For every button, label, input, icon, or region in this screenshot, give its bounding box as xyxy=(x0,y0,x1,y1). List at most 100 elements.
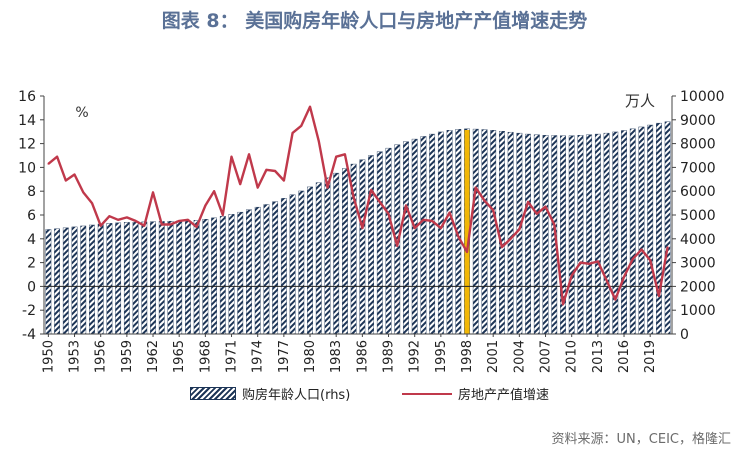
bar xyxy=(158,221,165,335)
growth-point xyxy=(82,191,85,194)
growth-point xyxy=(47,162,50,165)
growth-point xyxy=(239,183,242,185)
bar xyxy=(193,220,200,335)
legend-item-growth: 房地产产值增速 xyxy=(402,384,549,403)
x-tick-label: 1986 xyxy=(355,340,370,373)
bar xyxy=(176,220,183,335)
legend-item-population: 购房年龄人口(rhs) xyxy=(190,384,350,403)
growth-point xyxy=(579,261,582,264)
growth-point xyxy=(282,179,285,182)
growth-point xyxy=(518,228,521,231)
bar xyxy=(420,136,427,335)
growth-point xyxy=(562,303,564,306)
chart-title: 图表 8： 美国购房年龄人口与房地产产值增速走势 xyxy=(161,10,588,32)
bar xyxy=(202,219,209,335)
bar xyxy=(507,131,514,335)
bar xyxy=(490,130,497,335)
growth-point xyxy=(64,179,67,182)
growth-point xyxy=(588,262,591,265)
bar xyxy=(45,229,52,335)
bar xyxy=(411,138,418,335)
x-tick-label: 2001 xyxy=(486,340,501,373)
bar xyxy=(115,222,122,335)
labels-layer: -4 -2 0 2 4 6 8 10 12 14 16 0 1000 2000 3000 4000 5000 60… xyxy=(18,89,724,373)
growth-line xyxy=(47,105,669,306)
x-tick-label: 1995 xyxy=(434,340,449,373)
bar xyxy=(542,135,549,335)
x-tick-label: 2016 xyxy=(617,340,632,373)
growth-point xyxy=(370,189,372,191)
bar xyxy=(80,225,87,335)
bar xyxy=(246,209,252,335)
bar xyxy=(54,228,60,335)
growth-point xyxy=(309,105,311,108)
growth-point xyxy=(501,246,503,249)
x-tick-label: 1989 xyxy=(382,340,397,373)
left-tick-label: 2 xyxy=(27,256,36,272)
left-tick-label: 4 xyxy=(27,232,36,248)
growth-point xyxy=(640,248,643,251)
line-layer xyxy=(47,105,669,306)
bar xyxy=(71,226,78,335)
right-tick-label: 7000 xyxy=(680,160,716,176)
left-tick-label: 16 xyxy=(18,89,36,105)
right-tick-label: 0 xyxy=(680,327,689,343)
growth-point xyxy=(256,186,259,189)
growth-point xyxy=(152,191,154,194)
growth-point xyxy=(204,204,207,207)
bar xyxy=(525,133,531,335)
left-tick-label: -4 xyxy=(22,327,36,343)
right-tick-label: 2000 xyxy=(680,279,716,295)
growth-point xyxy=(326,186,329,189)
bar xyxy=(577,135,584,335)
right-tick-label: 8000 xyxy=(680,137,716,153)
x-tick-label: 1953 xyxy=(68,340,83,373)
legend-swatch-line xyxy=(402,392,452,395)
growth-point xyxy=(658,295,660,297)
x-tick-label: 1971 xyxy=(225,340,240,373)
x-tick-label: 1992 xyxy=(408,340,423,373)
bar xyxy=(472,128,479,335)
bar xyxy=(150,221,156,335)
bar xyxy=(499,131,505,335)
x-tick-label: 1980 xyxy=(303,340,318,373)
growth-point xyxy=(195,226,198,228)
x-tick-label: 2013 xyxy=(591,340,606,373)
bar xyxy=(621,130,627,335)
bar xyxy=(237,211,244,335)
growth-point xyxy=(492,209,495,212)
growth-point xyxy=(466,250,468,253)
growth-point xyxy=(527,201,529,203)
x-tick-label: 1968 xyxy=(198,340,213,373)
bar xyxy=(254,206,261,335)
growth-point xyxy=(474,186,477,189)
bar xyxy=(603,132,610,335)
right-tick-label: 1000 xyxy=(680,303,716,319)
bar xyxy=(533,134,540,335)
growth-point xyxy=(352,196,355,199)
bar xyxy=(664,121,671,335)
growth-point xyxy=(596,260,599,263)
growth-point xyxy=(439,227,442,229)
growth-point xyxy=(405,204,407,207)
left-tick-label: -2 xyxy=(22,303,36,319)
x-tick-label: 2010 xyxy=(565,340,580,373)
x-tick-label: 1983 xyxy=(329,340,344,373)
bar xyxy=(315,182,322,335)
x-tick-label: 1956 xyxy=(94,340,109,373)
growth-point xyxy=(134,220,137,222)
growth-point xyxy=(73,173,76,176)
x-tick-label: 1965 xyxy=(172,340,187,373)
growth-point xyxy=(317,140,320,143)
bar xyxy=(89,224,95,335)
growth-point xyxy=(230,155,233,158)
x-tick-label: 1974 xyxy=(251,340,266,373)
bar xyxy=(141,221,148,335)
bar xyxy=(568,135,575,335)
bar xyxy=(298,190,305,335)
legend: 购房年龄人口(rhs) 房地产产值增速 xyxy=(0,384,749,406)
growth-point xyxy=(544,205,547,208)
bar xyxy=(368,155,374,335)
bar xyxy=(516,132,523,335)
growth-point xyxy=(649,259,652,262)
